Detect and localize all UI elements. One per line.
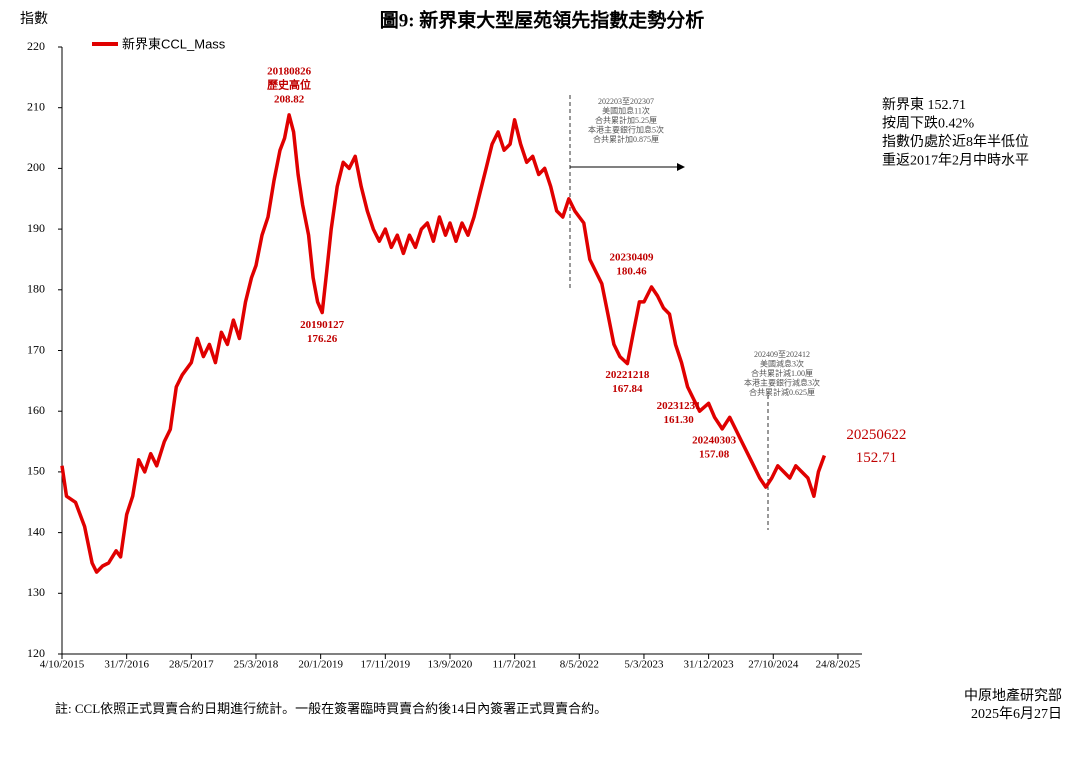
y-tick-label: 150 xyxy=(27,464,45,478)
arrow-head xyxy=(677,163,685,171)
annotation-date: 20250622 xyxy=(846,427,906,443)
note-text: 202409至202412 xyxy=(754,350,810,359)
note-text: 合共累計減1.00厘 xyxy=(751,368,813,378)
annotation-date: 20221218 xyxy=(605,369,650,381)
annotation-date: 20190127 xyxy=(300,319,345,331)
annotation-date: 20240303 xyxy=(692,434,737,446)
x-tick-label: 28/5/2017 xyxy=(169,659,214,671)
annotation-value: 180.46 xyxy=(616,266,647,278)
note-text: 合共累計減0.625厘 xyxy=(749,387,815,397)
source: 2025年6月27日 xyxy=(971,706,1062,722)
x-tick-label: 25/3/2018 xyxy=(234,659,279,671)
y-tick-label: 170 xyxy=(27,342,45,356)
note-text: 本港主要銀行減息3次 xyxy=(744,377,820,387)
x-tick-label: 13/9/2020 xyxy=(428,659,473,671)
source: 中原地產研究部 xyxy=(964,687,1062,704)
y-tick-label: 180 xyxy=(27,282,45,296)
annotation-value: 176.26 xyxy=(307,333,338,345)
x-tick-label: 4/10/2015 xyxy=(40,659,85,671)
side-text: 指數仍處於近8年半低位 xyxy=(882,134,1029,150)
data-line xyxy=(60,113,827,574)
annotation-value: 161.30 xyxy=(663,414,694,426)
annotation-note: 歷史高位 xyxy=(267,77,311,91)
y-tick-label: 130 xyxy=(27,585,45,599)
note-text: 合共累計加0.875厘 xyxy=(593,134,659,144)
annotation-value: 157.08 xyxy=(699,448,730,460)
annotation-date: 20231231 xyxy=(657,400,701,412)
annotation-value: 152.71 xyxy=(856,450,897,466)
x-tick-label: 24/8/2025 xyxy=(816,659,861,671)
y-tick-label: 200 xyxy=(27,160,45,174)
y-tick-label: 160 xyxy=(27,403,45,417)
y-tick-label: 210 xyxy=(27,99,45,113)
note-text: 本港主要銀行加息5次 xyxy=(588,124,664,134)
x-tick-label: 17/11/2019 xyxy=(360,659,410,671)
annotation-date: 20230409 xyxy=(609,252,654,264)
x-tick-label: 27/10/2024 xyxy=(748,659,799,671)
note-text: 美國加息11次 xyxy=(602,105,650,115)
note-text: 美國減息3次 xyxy=(760,358,804,368)
legend-label: 新界東CCL_Mass xyxy=(122,36,226,51)
annotation-value: 208.82 xyxy=(274,93,305,105)
y-axis-label: 指數 xyxy=(20,11,48,27)
x-tick-label: 8/5/2022 xyxy=(560,659,599,671)
x-tick-label: 31/7/2016 xyxy=(104,659,149,671)
annotation-date: 20180826 xyxy=(267,65,312,77)
chart-title: 圖9: 新界東大型屋苑領先指數走勢分析 xyxy=(380,8,705,31)
x-tick-label: 31/12/2023 xyxy=(684,659,735,671)
side-text: 新界東 152.71 xyxy=(882,97,966,113)
side-text: 按周下跌0.42% xyxy=(882,116,974,132)
note-text: 合共累計加5.25厘 xyxy=(595,115,657,125)
y-tick-label: 220 xyxy=(27,39,45,53)
annotation-value: 167.84 xyxy=(612,383,643,395)
x-tick-label: 11/7/2021 xyxy=(493,659,537,671)
side-text: 重返2017年2月中時水平 xyxy=(882,153,1029,169)
note-text: 202203至202307 xyxy=(598,97,654,106)
y-tick-label: 190 xyxy=(27,221,45,235)
y-tick-label: 140 xyxy=(27,524,45,538)
x-tick-label: 20/1/2019 xyxy=(298,659,343,671)
y-tick-label: 120 xyxy=(27,646,45,660)
x-tick-label: 5/3/2023 xyxy=(624,659,664,671)
footnote: 註: CCL依照正式買賣合約日期進行統計。一般在簽署臨時買賣合約後14日內簽署正… xyxy=(55,701,607,716)
